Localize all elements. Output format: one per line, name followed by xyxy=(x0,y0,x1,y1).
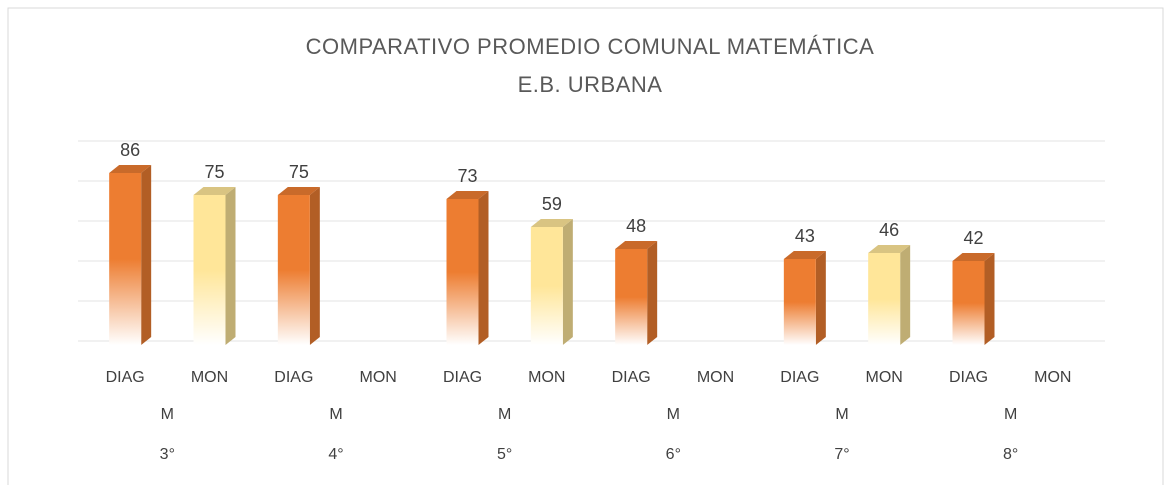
bar-top xyxy=(109,165,152,173)
chart-subtitle: E.B. URBANA xyxy=(518,72,663,97)
bar-top xyxy=(868,245,911,253)
bar xyxy=(109,173,142,345)
bar-side xyxy=(815,251,826,345)
x-tick-label: MON xyxy=(1034,369,1071,386)
bar-side xyxy=(562,219,573,345)
bar-top xyxy=(783,251,826,259)
grade-label: 3° xyxy=(160,446,175,463)
grade-label: 5° xyxy=(497,446,512,463)
bar xyxy=(615,249,648,345)
data-label: 48 xyxy=(626,216,646,236)
bar-side xyxy=(900,245,911,345)
data-label: 86 xyxy=(120,140,140,160)
chart-border xyxy=(7,7,1164,485)
x-tick-label: MON xyxy=(191,369,228,386)
group-label: M xyxy=(1004,406,1017,423)
bar-top xyxy=(193,187,236,195)
bar xyxy=(277,195,310,345)
group-label: M xyxy=(329,406,342,423)
bar-side xyxy=(309,187,320,345)
bar xyxy=(530,227,563,345)
bar-side xyxy=(647,241,658,345)
bar-top xyxy=(952,253,995,261)
x-tick-label: DIAG xyxy=(780,369,819,386)
bar-top xyxy=(530,219,573,227)
chart-title: COMPARATIVO PROMEDIO COMUNAL MATEMÁTICA xyxy=(306,34,875,59)
data-label: 46 xyxy=(879,220,899,240)
x-tick-label: MON xyxy=(697,369,734,386)
data-label: 42 xyxy=(963,228,983,248)
grade-label: 4° xyxy=(328,446,343,463)
x-tick-label: MON xyxy=(866,369,903,386)
data-label: 59 xyxy=(542,194,562,214)
x-tick-label: DIAG xyxy=(949,369,988,386)
bar xyxy=(446,199,479,345)
bar-top xyxy=(615,241,658,249)
data-label: 43 xyxy=(795,226,815,246)
group-label: M xyxy=(835,406,848,423)
bar xyxy=(952,261,985,345)
x-tick-label: MON xyxy=(360,369,397,386)
data-label: 75 xyxy=(289,162,309,182)
bar-side xyxy=(225,187,236,345)
bar-top xyxy=(277,187,320,195)
grade-label: 7° xyxy=(834,446,849,463)
data-label: 75 xyxy=(204,162,224,182)
x-tick-label: DIAG xyxy=(443,369,482,386)
x-tick-label: MON xyxy=(528,369,565,386)
x-tick-label: DIAG xyxy=(612,369,651,386)
bar xyxy=(783,259,816,345)
bar-side xyxy=(141,165,152,345)
x-tick-label: DIAG xyxy=(274,369,313,386)
bar-top xyxy=(446,191,489,199)
group-label: M xyxy=(667,406,680,423)
bar xyxy=(868,253,901,345)
group-label: M xyxy=(498,406,511,423)
x-tick-label: DIAG xyxy=(106,369,145,386)
data-label: 73 xyxy=(457,166,477,186)
group-label: M xyxy=(161,406,174,423)
grade-label: 8° xyxy=(1003,446,1018,463)
bar-side xyxy=(984,253,995,345)
grade-label: 6° xyxy=(666,446,681,463)
bar xyxy=(193,195,226,345)
bar-side xyxy=(478,191,489,345)
